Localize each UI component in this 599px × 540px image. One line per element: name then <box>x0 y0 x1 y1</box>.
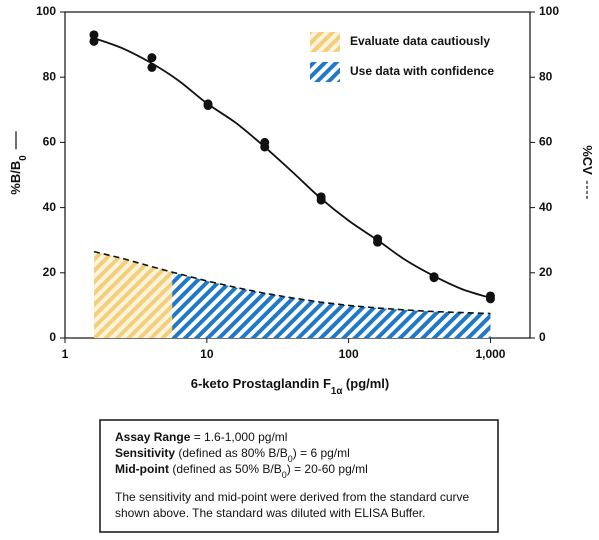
legend-swatch <box>310 62 340 82</box>
text-segment: shown above. The standard was diluted wi… <box>115 506 425 520</box>
text-segment: 0 <box>282 470 287 480</box>
info-line: Sensitivity (defined as 80% B/B0) = 6 pg… <box>115 446 350 464</box>
text-segment: ) = 20-60 pg/ml <box>287 462 368 476</box>
text-segment: %B/B <box>8 161 23 195</box>
cv-line <box>93 250 491 315</box>
text-segment: 0 <box>18 155 29 161</box>
data-point <box>485 294 495 304</box>
y2-tick-label: 20 <box>539 265 553 279</box>
y-tick-label: 100 <box>36 4 56 18</box>
text-segment: Assay Range <box>115 430 191 444</box>
data-point <box>89 36 99 46</box>
info-box <box>99 419 499 533</box>
data-point <box>373 237 383 247</box>
info-line: Mid-point (defined as 50% B/B0) = 20-60 … <box>115 462 368 480</box>
data-point <box>147 53 157 63</box>
text-segment: Mid-point <box>115 462 169 476</box>
text-segment: Sensitivity <box>115 446 175 460</box>
y-tick-label: 0 <box>49 330 56 344</box>
text-segment: (pg/ml) <box>342 376 389 391</box>
text-segment: %CV <box>580 145 595 175</box>
x-tick-label: 1 <box>62 347 69 361</box>
data-point <box>147 62 157 72</box>
x-tick-label: 10 <box>200 347 214 361</box>
data-point <box>429 273 439 283</box>
x-tick-label: 1,000 <box>475 347 505 361</box>
legend-swatch <box>310 32 340 52</box>
y-axis-label: %B/B0 <box>8 155 29 195</box>
legend-label: Evaluate data cautiously <box>350 34 490 48</box>
fit-curve <box>93 37 491 299</box>
x-tick-label: 100 <box>339 347 359 361</box>
info-line: The sensitivity and mid-point were deriv… <box>115 490 469 504</box>
y-tick-label: 80 <box>43 69 57 83</box>
y2-tick-label: 0 <box>539 330 546 344</box>
y-tick-label: 60 <box>43 135 57 149</box>
text-segment: (defined as 80% B/B <box>175 446 288 460</box>
text-segment: = 1.6-1,000 pg/ml <box>190 430 287 444</box>
data-point <box>89 30 99 40</box>
data-point <box>316 195 326 205</box>
x-axis-label: 6-keto Prostaglandin F1α (pg/ml) <box>191 376 390 397</box>
info-line: Assay Range = 1.6-1,000 pg/ml <box>115 430 287 444</box>
data-point <box>203 101 213 111</box>
hatched-region <box>172 272 491 338</box>
legend-label: Use data with confidence <box>350 64 494 78</box>
data-point <box>260 142 270 152</box>
y2-tick-label: 80 <box>539 69 553 83</box>
hatched-region <box>93 251 173 338</box>
y2-tick-label: 40 <box>539 200 553 214</box>
text-segment: 6-keto Prostaglandin F <box>191 376 331 391</box>
y2-tick-label: 60 <box>539 135 553 149</box>
text-segment: ) = 6 pg/ml <box>293 446 350 460</box>
text-segment: The sensitivity and mid-point were deriv… <box>115 490 469 504</box>
text-segment: 1α <box>331 386 342 397</box>
info-line: shown above. The standard was diluted wi… <box>115 506 425 520</box>
y2-axis-label: %CV <box>580 145 595 175</box>
y-tick-label: 40 <box>43 200 57 214</box>
y-tick-label: 20 <box>43 265 57 279</box>
text-segment: 0 <box>288 454 293 464</box>
y2-tick-label: 100 <box>539 4 559 18</box>
text-segment: (defined as 50% B/B <box>169 462 282 476</box>
